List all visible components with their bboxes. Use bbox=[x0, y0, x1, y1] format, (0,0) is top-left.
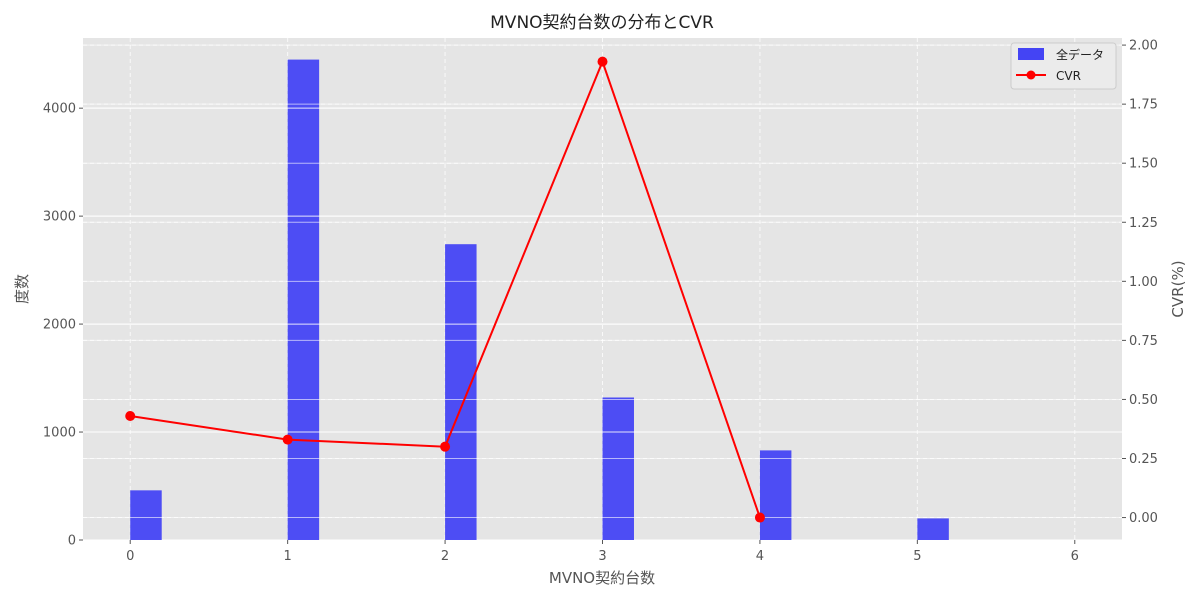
y-tick-label: 4000 bbox=[43, 102, 76, 117]
y-tick-label: 1000 bbox=[43, 426, 76, 441]
y2-tick-label: 1.50 bbox=[1129, 157, 1158, 172]
bar-0 bbox=[130, 490, 162, 540]
x-tick-label: 0 bbox=[126, 549, 134, 564]
cvr-point-2 bbox=[440, 441, 451, 452]
y2-tick-label: 1.75 bbox=[1129, 98, 1158, 113]
x-tick-label: 6 bbox=[1071, 549, 1079, 564]
bar-3 bbox=[602, 397, 634, 540]
x-tick-label: 4 bbox=[756, 549, 764, 564]
bars-layer bbox=[83, 44, 1122, 540]
y2-tick-label: 0.25 bbox=[1129, 452, 1158, 467]
y-tick-label: 3000 bbox=[43, 210, 76, 225]
legend-bar-label: 全データ bbox=[1056, 47, 1104, 62]
y2-tick-label: 0.75 bbox=[1129, 334, 1158, 349]
bar-2 bbox=[445, 244, 477, 540]
y2-tick-label: 1.25 bbox=[1129, 216, 1158, 231]
cvr-point-1 bbox=[282, 434, 293, 445]
y-tick-label: 2000 bbox=[43, 318, 76, 333]
y-tick-label: 0 bbox=[68, 534, 76, 549]
cvr-point-0 bbox=[125, 410, 136, 421]
y2-axis-label: CVR(%) bbox=[1169, 260, 1187, 317]
line-layer bbox=[125, 56, 765, 523]
bar-5 bbox=[917, 518, 949, 540]
x-tick-label: 1 bbox=[284, 549, 292, 564]
legend-line-marker bbox=[1026, 70, 1036, 80]
bar-4 bbox=[759, 450, 792, 540]
cvr-point-4 bbox=[754, 512, 765, 523]
x-tick-label: 2 bbox=[441, 549, 449, 564]
bar-1 bbox=[287, 59, 320, 540]
cvr-point-3 bbox=[597, 56, 608, 67]
x-tick-label: 3 bbox=[598, 549, 606, 564]
y2-tick-label: 1.00 bbox=[1129, 275, 1158, 290]
y2-tick-label: 0.00 bbox=[1129, 511, 1158, 526]
x-tick-label: 5 bbox=[913, 549, 921, 564]
y-axis-label: 度数 bbox=[13, 274, 31, 304]
legend-bar-swatch bbox=[1018, 48, 1044, 60]
x-axis-label: MVNO契約台数 bbox=[549, 569, 655, 587]
chart-title: MVNO契約台数の分布とCVR bbox=[490, 13, 714, 33]
legend: 全データ CVR bbox=[1010, 42, 1117, 90]
legend-line-label: CVR bbox=[1056, 69, 1081, 83]
y2-tick-label: 2.00 bbox=[1129, 39, 1158, 54]
axes-layer: 0 1000 2000 3000 4000 0.00 0.25 0.50 0.75 1.00 1.2… bbox=[43, 39, 1158, 564]
y2-tick-label: 0.50 bbox=[1129, 393, 1158, 408]
